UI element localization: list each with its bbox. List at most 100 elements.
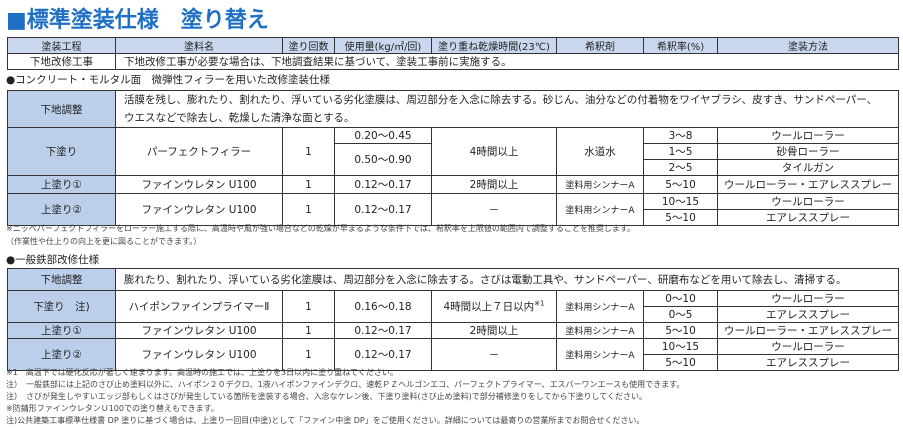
spec-table-header: 塗装工程 塗料名 塗り回数 使用量(kg/㎡/回) 塗り重ね乾燥時間(23℃) … <box>7 37 899 70</box>
description-line: 活膜を残し、膨れたり、割れたり、浮いている劣化塗膜は、周辺部分を入念に除去する。… <box>124 94 878 106</box>
footnote: 注） さびが発生しやすいエッジ部もしくはさびが発生している箇所を塗装する場合、入… <box>6 392 648 401</box>
rate-cell: 5～10 <box>643 354 718 371</box>
method-cell: ウールローラー・エアレススプレー <box>717 322 899 339</box>
description-cell: 活膜を残し、膨れたり、割れたり、浮いている劣化塗膜は、周辺部分を入念に除去する。… <box>115 90 899 128</box>
table-row: 下地調整 活膜を残し、膨れたり、割れたり、浮いている劣化塗膜は、周辺部分を入念に… <box>7 90 899 128</box>
method-cell: ウールローラー <box>717 193 899 210</box>
coats-cell: 1 <box>282 290 335 323</box>
table-row: 下塗り 注) ハイポンファインプライマーⅡ 1 0.16～0.18 4時間以上７… <box>7 290 899 323</box>
col-header: 塗料名 <box>115 37 283 54</box>
rate-cell: 5～10 <box>643 322 718 339</box>
dry-cell: － <box>431 338 557 371</box>
coats-cell: 1 <box>282 322 335 339</box>
thinner-cell: 水道水 <box>556 127 644 176</box>
step-cell: 下地改修工事 <box>7 53 116 70</box>
section-heading: ●コンクリート・モルタル面 微弾性フィラーを用いた改修塗装仕様 <box>6 74 330 86</box>
col-header: 使用量(kg/㎡/回) <box>334 37 432 54</box>
usage-cell: 0.16～0.18 <box>334 290 432 323</box>
method-cell: ウールローラー・エアレススプレー <box>717 175 899 194</box>
footnote: 注)公共建築工事標準仕様書 DP 塗りに基づく場合は、上塗り一回目(中塗)として… <box>6 416 645 425</box>
rate-cell: 1～5 <box>643 143 718 160</box>
step-cell: 上塗り① <box>7 175 116 194</box>
method-cell: ウールローラー <box>717 127 899 144</box>
footnote: ※ニッペパーフェクトフィラーをローラー施工する際に、高温時や風が強い場合などの乾… <box>6 224 636 233</box>
step-cell: 上塗り② <box>7 338 116 371</box>
method-cell: エアレススプレー <box>717 354 899 371</box>
usage-cell: 0.12～0.17 <box>334 175 432 194</box>
table-row: 5～10 エアレススプレー <box>8 209 899 226</box>
usage-cell: 0.50～0.90 <box>334 143 432 176</box>
method-cell: ウールローラー <box>717 290 899 307</box>
thinner-cell: 塗料用シンナーA <box>556 290 644 323</box>
step-cell: 上塗り② <box>7 193 116 226</box>
footnote: ※防錆形ファインウレタンＵ100での塗り替えもできます。 <box>6 404 219 413</box>
description-line: ウエスなどで除去し、乾燥した清浄な面とする。 <box>124 112 355 124</box>
table-row: 下地改修工事 下地改修工事が必要な場合は、下地調査結果に基づいて、塗装工事前に実… <box>7 53 899 70</box>
col-header: 塗装工程 <box>7 37 116 54</box>
dry-cell: 4時間以上７日以内※1 <box>431 290 557 323</box>
thinner-cell: 塗料用シンナーA <box>556 175 644 194</box>
rate-cell: 5～10 <box>643 209 718 226</box>
coats-cell: 1 <box>282 175 335 194</box>
method-cell: タイルガン <box>717 159 899 176</box>
spec-table-steel: 下地調整 膨れたり、割れたり、浮いている劣化塗膜は、周辺部分を入念に除去する。さ… <box>7 268 899 371</box>
footnote: ※1 高温下では硬化反応が著しく速まります。高温時の施工では、上塗りを3日以内に… <box>6 368 398 377</box>
step-cell: 下地調整 <box>7 90 116 128</box>
thinner-cell: 塗料用シンナーA <box>556 338 644 371</box>
table-row: 上塗り② ファインウレタン U100 1 0.12～0.17 － 塗料用シンナー… <box>7 338 899 371</box>
col-header: 塗装方法 <box>717 37 899 54</box>
table-row: 0.50～0.90 1～5 砂骨ローラー <box>8 143 899 176</box>
method-cell: ウールローラー <box>717 338 899 355</box>
dry-cell: 2時間以上 <box>431 175 557 194</box>
rate-cell: 2～5 <box>643 159 718 176</box>
coats-cell: 1 <box>282 127 335 176</box>
col-header: 希釈率(%) <box>643 37 718 54</box>
header-row: 塗装工程 塗料名 塗り回数 使用量(kg/㎡/回) 塗り重ね乾燥時間(23℃) … <box>7 37 899 54</box>
description-cell: 下地改修工事が必要な場合は、下地調査結果に基づいて、塗装工事前に実施する。 <box>115 53 899 70</box>
usage-cell: 0.12～0.17 <box>334 338 432 371</box>
footnote: （作業性や仕上りの向上を更に図ることができます。） <box>6 237 202 246</box>
step-cell: 下塗り <box>7 127 116 176</box>
rate-cell: 3～8 <box>643 127 718 144</box>
step-cell: 下地調整 <box>7 268 116 291</box>
paint-cell: ハイポンファインプライマーⅡ <box>115 290 283 323</box>
footnote-mark: ※1 <box>534 299 545 308</box>
paint-cell: ファインウレタン U100 <box>115 338 283 371</box>
dry-cell: － <box>431 193 557 226</box>
col-header: 希釈剤 <box>556 37 644 54</box>
table-row: 5～10 エアレススプレー <box>8 354 899 371</box>
page-title: ■標準塗装仕様 塗り替え <box>6 8 269 33</box>
paint-cell: ファインウレタン U100 <box>115 193 283 226</box>
table-row: 下塗り パーフェクトフィラー 1 0.20～0.45 4時間以上 水道水 3～8… <box>7 127 899 176</box>
rate-cell: 10～15 <box>643 338 718 355</box>
table-row: 2～5 タイルガン <box>8 159 899 176</box>
usage-cell: 0.12～0.17 <box>334 193 432 226</box>
usage-cell: 0.20～0.45 <box>334 127 432 144</box>
usage-cell: 0.12～0.17 <box>334 322 432 339</box>
step-cell: 下塗り 注) <box>7 290 116 323</box>
paint-cell: ファインウレタン U100 <box>115 175 283 194</box>
col-header: 塗り重ね乾燥時間(23℃) <box>431 37 557 54</box>
dry-cell: 4時間以上 <box>431 127 557 176</box>
spec-table-concrete: 下地調整 活膜を残し、膨れたり、割れたり、浮いている劣化塗膜は、周辺部分を入念に… <box>7 90 899 226</box>
table-row: 上塗り② ファインウレタン U100 1 0.12～0.17 － 塗料用シンナー… <box>7 193 899 226</box>
description-cell: 膨れたり、割れたり、浮いている劣化塗膜は、周辺部分を入念に除去する。さびは電動工… <box>115 268 899 291</box>
table-row: 上塗り① ファインウレタン U100 1 0.12～0.17 2時間以上 塗料用… <box>7 322 899 339</box>
rate-cell: 0～5 <box>643 306 718 323</box>
thinner-cell: 塗料用シンナーA <box>556 193 644 226</box>
rate-cell: 10～15 <box>643 193 718 210</box>
table-row: 下地調整 膨れたり、割れたり、浮いている劣化塗膜は、周辺部分を入念に除去する。さ… <box>7 268 899 291</box>
thinner-cell: 塗料用シンナーA <box>556 322 644 339</box>
dry-cell: 2時間以上 <box>431 322 557 339</box>
coats-cell: 1 <box>282 193 335 226</box>
paint-cell: ファインウレタン U100 <box>115 322 283 339</box>
table-row: 上塗り① ファインウレタン U100 1 0.12～0.17 2時間以上 塗料用… <box>7 175 899 194</box>
method-cell: エアレススプレー <box>717 306 899 323</box>
col-header: 塗り回数 <box>282 37 335 54</box>
step-cell: 上塗り① <box>7 322 116 339</box>
paint-cell: パーフェクトフィラー <box>115 127 283 176</box>
method-cell: エアレススプレー <box>717 209 899 226</box>
section-heading: ●一般鉄部改修仕様 <box>6 254 100 266</box>
rate-cell: 5～10 <box>643 175 718 194</box>
coats-cell: 1 <box>282 338 335 371</box>
